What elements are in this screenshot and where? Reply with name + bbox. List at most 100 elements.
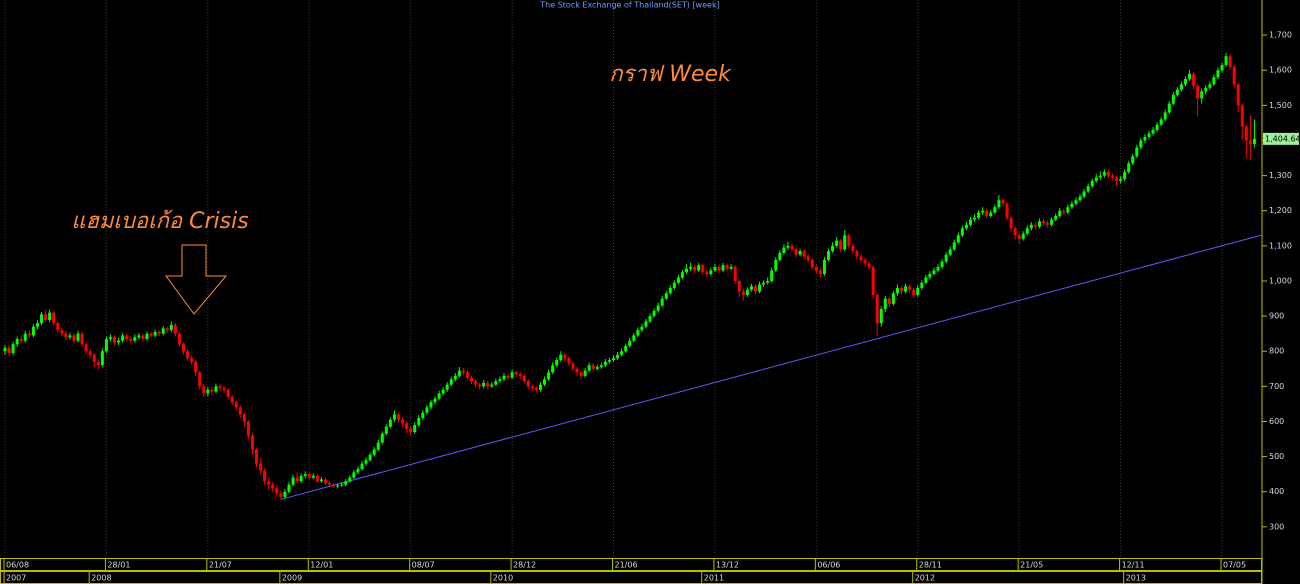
candle-body: [108, 337, 112, 339]
candle-body: [685, 268, 689, 273]
candle-body: [275, 488, 279, 494]
candle-body: [190, 358, 194, 362]
candle-body: [340, 484, 344, 486]
candle-body: [48, 312, 52, 320]
candle-body: [1054, 216, 1058, 220]
candle-body: [478, 384, 482, 387]
candle-body: [733, 266, 737, 281]
candle-body: [928, 273, 932, 278]
candle-body: [1196, 86, 1200, 99]
candle-body: [741, 291, 745, 296]
y-tick-label: 700: [1269, 382, 1284, 391]
candle-body: [31, 326, 35, 336]
candle-body: [960, 228, 964, 236]
candle-body: [218, 386, 222, 389]
candle-body: [401, 419, 405, 424]
candle-body: [1001, 200, 1005, 204]
candle-body: [417, 417, 421, 425]
candle-body: [332, 484, 336, 487]
candle-body: [319, 479, 323, 482]
candle-body: [636, 330, 640, 336]
candle-body: [924, 277, 928, 283]
candle-body: [875, 295, 879, 324]
x-axis-band: [0, 558, 1262, 571]
candle-body: [425, 407, 429, 413]
candle-body: [676, 277, 680, 283]
trendline: [280, 234, 1263, 500]
candle-body: [348, 477, 352, 482]
x-tick-label: 13/12: [716, 561, 739, 570]
candle-body: [680, 272, 684, 278]
candle-body: [839, 240, 843, 250]
candle-body: [92, 354, 96, 362]
candle-body: [1163, 112, 1167, 120]
candle-body: [202, 386, 206, 394]
candle-body: [177, 333, 181, 345]
candle-body: [818, 270, 822, 274]
annotation: แฮมเบอเก้อ Crisis: [71, 209, 248, 234]
candle-body: [72, 335, 76, 341]
candle-body: [368, 454, 372, 461]
y-tick-label: 500: [1269, 452, 1284, 461]
candle-body: [1208, 84, 1212, 88]
candle-body: [121, 335, 125, 341]
candle-body: [900, 288, 904, 292]
candle-body: [19, 338, 23, 341]
candle-body: [912, 289, 916, 296]
candle-body: [198, 372, 202, 387]
candle-body: [1017, 235, 1021, 239]
candle-body: [1005, 203, 1009, 218]
candle-body: [453, 375, 457, 380]
candle-body: [571, 363, 575, 369]
candle-body: [1110, 175, 1114, 178]
candle-body: [242, 414, 246, 422]
candle-body: [1159, 119, 1163, 125]
candle-body: [437, 393, 441, 399]
y-tick-label: 600: [1269, 417, 1284, 426]
candle-body: [806, 256, 810, 260]
candle-body: [1204, 87, 1208, 92]
candle-body: [1058, 210, 1062, 217]
y-tick-label: 300: [1269, 522, 1284, 531]
candle-body: [1086, 186, 1090, 192]
candle-body: [486, 382, 490, 387]
candle-body: [461, 370, 465, 373]
candle-body: [879, 309, 883, 324]
candle-body: [263, 470, 267, 482]
candle-body: [883, 298, 887, 310]
candle-body: [356, 468, 360, 473]
candle-body: [895, 288, 899, 294]
candle-body: [644, 321, 648, 327]
candle-body: [916, 288, 920, 296]
candle-body: [798, 251, 802, 255]
candle-body: [104, 338, 108, 352]
candle-body: [230, 396, 234, 403]
candle-body: [1074, 200, 1078, 204]
candle-body: [871, 266, 875, 296]
candle-body: [944, 254, 948, 262]
candle-body: [989, 212, 993, 217]
candle-body: [153, 331, 157, 336]
candle-body: [490, 384, 494, 387]
candle-body: [1232, 66, 1236, 85]
candle-body: [271, 484, 275, 489]
x-tick-label: 28/01: [107, 561, 130, 570]
candle-body: [620, 351, 624, 355]
x-tick-label: 07/05: [1223, 561, 1246, 570]
candle-body: [1082, 191, 1086, 197]
candle-body: [84, 344, 88, 352]
candle-body: [279, 493, 283, 497]
candle-body: [859, 256, 863, 260]
candle-body: [267, 481, 271, 485]
candle-body: [940, 261, 944, 267]
last-value-box: [1263, 132, 1299, 145]
x-tick-label: 21/06: [615, 561, 638, 570]
y-tick-label: 1,200: [1269, 206, 1292, 215]
candle-body: [778, 252, 782, 260]
candle-body: [648, 316, 652, 322]
candle-body: [360, 463, 364, 469]
candle-body: [624, 345, 628, 352]
candle-body: [40, 314, 44, 324]
